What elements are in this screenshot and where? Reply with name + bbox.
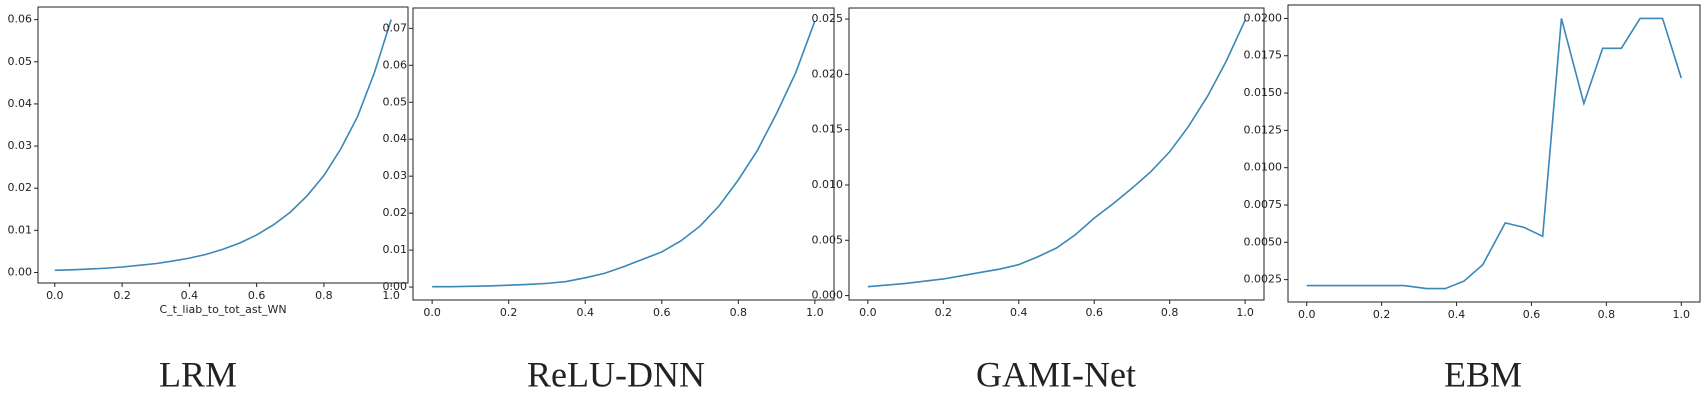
y-tick-label: 0.00 bbox=[8, 265, 33, 278]
x-tick-label: 0.0 bbox=[46, 289, 64, 302]
y-tick-label: 0.00 bbox=[383, 280, 408, 293]
y-tick-label: 0.0175 bbox=[1244, 49, 1283, 62]
axes-frame bbox=[848, 7, 1265, 301]
y-tick-label: 0.04 bbox=[8, 97, 33, 110]
y-tick-label: 0.025 bbox=[812, 12, 844, 25]
y-tick-label: 0.005 bbox=[812, 233, 844, 246]
x-tick-label: 0.6 bbox=[248, 289, 266, 302]
y-tick-label: 0.04 bbox=[383, 132, 408, 145]
caption: GAMI-Net bbox=[976, 354, 1136, 394]
caption: ReLU-DNN bbox=[527, 354, 705, 394]
y-tick-label: 0.03 bbox=[8, 139, 33, 152]
data-line bbox=[54, 19, 392, 272]
caption: EBM bbox=[1444, 354, 1522, 394]
x-tick-label: 0.2 bbox=[500, 306, 518, 319]
x-tick-label: 0.0 bbox=[859, 306, 877, 319]
y-tick-label: 0.01 bbox=[8, 223, 33, 236]
y-tick-label: 0.0075 bbox=[1244, 198, 1283, 211]
x-tick-label: 0.4 bbox=[1448, 308, 1466, 321]
x-tick-label: 0.8 bbox=[730, 306, 748, 319]
y-tick-label: 0.01 bbox=[383, 243, 408, 256]
x-tick-label: 0.4 bbox=[1010, 306, 1028, 319]
data-line bbox=[1306, 17, 1683, 290]
caption: LRM bbox=[159, 354, 237, 394]
x-axis-label: C_t_liab_to_tot_ast_WN bbox=[159, 303, 286, 316]
x-tick-label: 0.8 bbox=[315, 289, 333, 302]
y-tick-label: 0.015 bbox=[812, 123, 844, 136]
data-line bbox=[867, 19, 1246, 288]
data-line bbox=[432, 20, 816, 288]
x-tick-label: 0.2 bbox=[935, 306, 953, 319]
x-tick-label: 0.2 bbox=[113, 289, 131, 302]
x-tick-label: 0.0 bbox=[423, 306, 441, 319]
x-tick-label: 0.4 bbox=[181, 289, 199, 302]
x-tick-label: 1.0 bbox=[1236, 306, 1254, 319]
x-tick-label: 0.4 bbox=[576, 306, 594, 319]
y-tick-label: 0.0100 bbox=[1244, 161, 1283, 174]
x-tick-label: 1.0 bbox=[382, 289, 400, 302]
y-tick-label: 0.05 bbox=[383, 95, 408, 108]
x-tick-label: 0.6 bbox=[1085, 306, 1103, 319]
y-tick-label: 0.03 bbox=[383, 169, 408, 182]
x-tick-label: 0.8 bbox=[1161, 306, 1179, 319]
y-tick-label: 0.06 bbox=[383, 58, 408, 71]
y-tick-label: 0.010 bbox=[812, 178, 844, 191]
y-tick-label: 0.05 bbox=[8, 55, 33, 68]
x-tick-label: 0.6 bbox=[653, 306, 671, 319]
x-tick-label: 0.2 bbox=[1373, 308, 1391, 321]
y-tick-label: 0.06 bbox=[8, 13, 33, 26]
y-tick-label: 0.0025 bbox=[1244, 273, 1283, 286]
y-tick-label: 0.0150 bbox=[1244, 86, 1283, 99]
axes-frame bbox=[412, 7, 835, 301]
y-tick-label: 0.07 bbox=[383, 21, 408, 34]
x-tick-label: 1.0 bbox=[1673, 308, 1691, 321]
axes-frame bbox=[37, 6, 409, 284]
x-tick-label: 0.8 bbox=[1598, 308, 1616, 321]
x-tick-label: 0.6 bbox=[1523, 308, 1541, 321]
x-tick-label: 0.0 bbox=[1298, 308, 1316, 321]
y-tick-label: 0.02 bbox=[383, 206, 408, 219]
axes-frame bbox=[1287, 4, 1701, 303]
y-tick-label: 0.000 bbox=[812, 289, 844, 302]
y-tick-label: 0.020 bbox=[812, 67, 844, 80]
x-tick-label: 1.0 bbox=[806, 306, 824, 319]
y-tick-label: 0.02 bbox=[8, 181, 33, 194]
y-tick-label: 0.0200 bbox=[1244, 11, 1283, 24]
y-tick-label: 0.0125 bbox=[1244, 123, 1283, 136]
y-tick-label: 0.0050 bbox=[1244, 235, 1283, 248]
